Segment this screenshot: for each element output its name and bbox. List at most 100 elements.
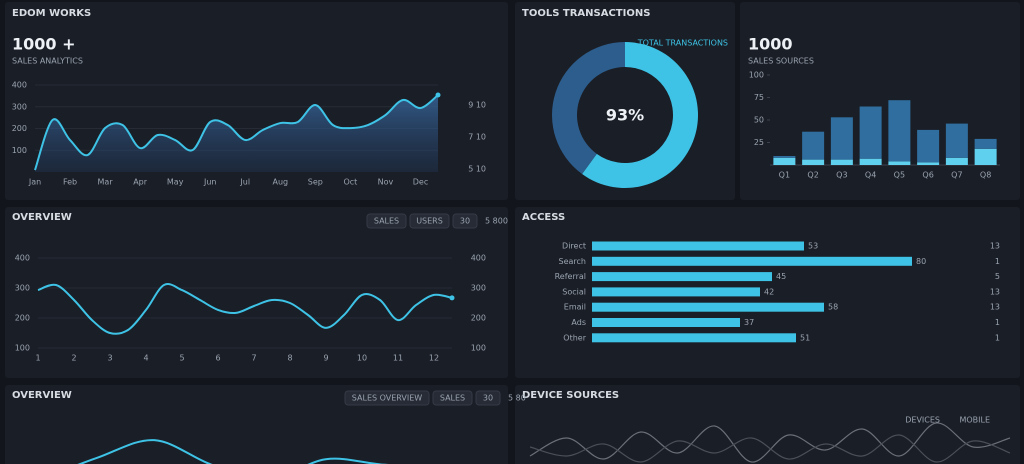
side-label: 7 10: [468, 133, 486, 142]
bar-segment: [945, 157, 968, 165]
x-tick-label: Q2: [807, 171, 818, 180]
y-tick-label: 100: [749, 71, 764, 80]
bar-segment: [974, 138, 997, 149]
x-tick-label: Q3: [836, 171, 847, 180]
line: [529, 422, 1011, 463]
side-label: 1: [995, 333, 1000, 342]
side-label: 13: [990, 303, 1000, 312]
button-label[interactable]: 30: [460, 217, 470, 226]
panel-title: OVERVIEW: [12, 390, 72, 401]
bar: [592, 241, 804, 251]
x-tick-label: Q6: [922, 171, 933, 180]
y-tick-label: 50: [754, 116, 764, 125]
bar: [592, 287, 760, 297]
button-label[interactable]: USERS: [416, 217, 443, 226]
bar: [592, 302, 824, 312]
x-tick-label: 7: [251, 354, 256, 363]
value-label: 80: [916, 257, 926, 266]
button[interactable]: [475, 390, 501, 406]
x-tick-label: Aug: [272, 178, 288, 187]
line: [37, 283, 453, 335]
x-tick-label: Q5: [894, 171, 905, 180]
panel: [515, 385, 1020, 464]
button[interactable]: [344, 390, 430, 406]
end-dot: [435, 92, 441, 98]
bar: [592, 333, 796, 343]
x-tick-label: 8: [287, 354, 292, 363]
side-label: 5 10: [468, 165, 486, 174]
x-tick-label: Q7: [951, 171, 962, 180]
bar-segment: [945, 123, 968, 158]
button[interactable]: [409, 213, 450, 229]
x-tick-label: Apr: [133, 178, 148, 187]
x-tick-label: 5: [179, 354, 184, 363]
x-tick-label: Mar: [98, 178, 114, 187]
bar-segment: [974, 148, 997, 165]
value-label: 51: [800, 333, 810, 342]
donut-slice: [582, 42, 698, 188]
side-label: 9 10: [468, 101, 486, 110]
panel-title: EDOM WORKS: [12, 8, 91, 19]
panel-title: TOOLS TRANSACTIONS: [522, 8, 650, 19]
y-tick-label: 400: [15, 254, 30, 263]
bar-segment: [802, 159, 825, 165]
panel-title: DEVICE SOURCES: [522, 390, 619, 401]
x-tick-label: Jun: [203, 178, 217, 187]
x-tick-label: 10: [357, 354, 367, 363]
legend-label: MOBILE: [959, 416, 990, 425]
y-tick-label: 200: [12, 124, 27, 133]
y-tick-label: 300: [15, 284, 30, 293]
category-label: Ads: [571, 318, 586, 327]
x-tick-label: Nov: [378, 178, 394, 187]
button-label[interactable]: 30: [483, 394, 493, 403]
x-tick-label: Feb: [63, 178, 77, 187]
center-label: 93%: [606, 106, 644, 125]
x-tick-label: Q8: [980, 171, 991, 180]
button-label[interactable]: SALES OVERVIEW: [352, 394, 423, 403]
x-tick-label: Q1: [779, 171, 790, 180]
y-tick-label: 75: [754, 93, 764, 102]
button[interactable]: [366, 213, 407, 229]
bar-segment: [802, 131, 825, 160]
category-label: Other: [563, 333, 586, 342]
legend-label: DEVICES: [905, 416, 940, 425]
x-tick-label: 11: [393, 354, 403, 363]
side-label: 5: [995, 272, 1000, 281]
bar-segment: [773, 157, 796, 165]
bar-segment: [773, 156, 796, 158]
y-tick-label: 200: [15, 314, 30, 323]
x-tick-label: 3: [107, 354, 112, 363]
category-label: Search: [559, 257, 586, 266]
x-tick-label: 1: [35, 354, 40, 363]
kpi: 1000 +: [12, 35, 76, 54]
alert: 5 80: [508, 394, 526, 403]
button[interactable]: [452, 213, 478, 229]
y-tick-label: 100: [15, 344, 30, 353]
bar-segment: [830, 159, 853, 165]
subtitle: SALES ANALYTICS: [12, 57, 83, 66]
kpi: 1000: [748, 35, 793, 54]
x-tick-label: 4: [143, 354, 148, 363]
value-label: 45: [776, 272, 786, 281]
y-tick-label: 300: [12, 102, 27, 111]
x-tick-label: Q4: [865, 171, 876, 180]
value-label: 58: [828, 303, 838, 312]
subtitle: SALES SOURCES: [748, 57, 814, 66]
value-label: 37: [744, 318, 754, 327]
x-tick-label: Jul: [239, 178, 250, 187]
panel: [5, 207, 508, 378]
x-tick-label: Oct: [343, 178, 357, 187]
button[interactable]: [432, 390, 473, 406]
line: [34, 94, 439, 171]
side-label: 100: [471, 344, 486, 353]
button-label[interactable]: SALES: [440, 394, 465, 403]
x-tick-label: 2: [71, 354, 76, 363]
button-label[interactable]: SALES: [374, 217, 399, 226]
x-tick-label: May: [167, 178, 184, 187]
alert: 5 800: [485, 217, 508, 226]
value-label: 53: [808, 242, 818, 251]
category-label: Referral: [555, 272, 586, 281]
legend-label: TOTAL TRANSACTIONS: [637, 39, 728, 48]
side-label: 13: [990, 287, 1000, 296]
